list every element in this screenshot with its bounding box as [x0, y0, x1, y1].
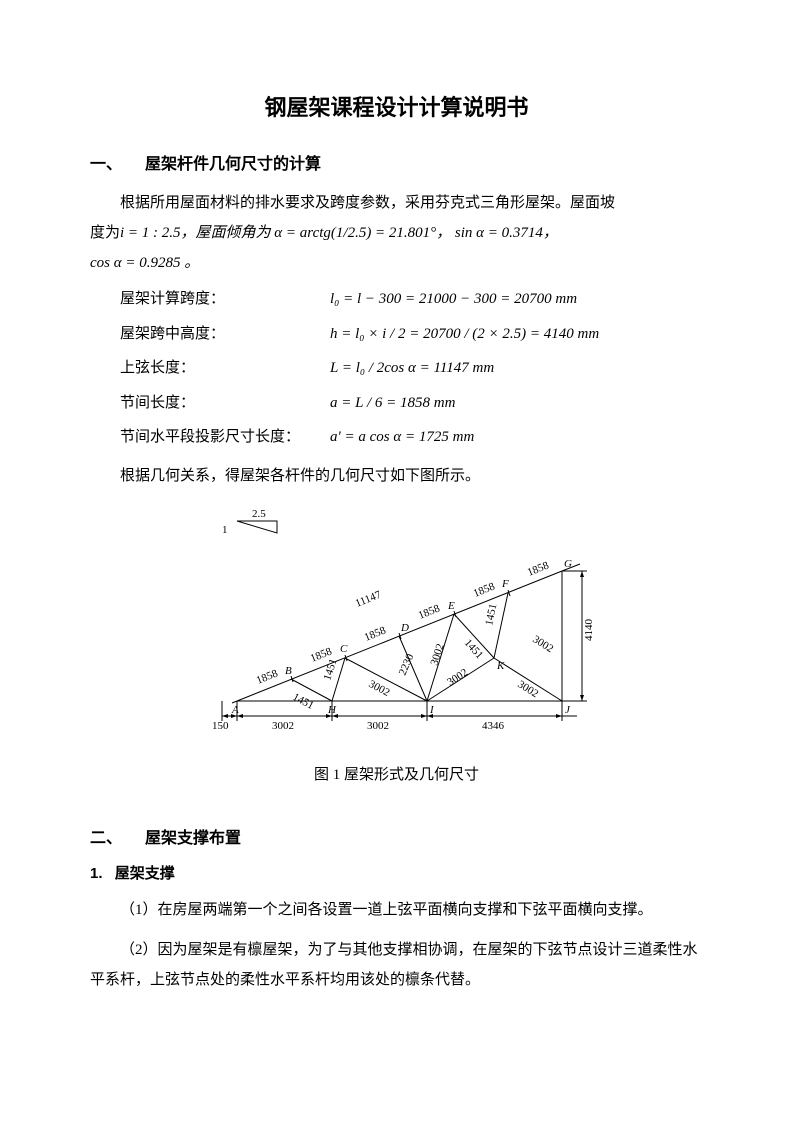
intro-line-2: 度为i = 1 : 2.5，屋面倾角为 α = arctg(1/2.5) = 2… — [90, 218, 703, 248]
formula-expr: L = l₀ / 2cos α = 11147 mm — [330, 351, 494, 386]
intro-line-3: cos α = 0.9285 。 — [90, 248, 703, 278]
section-2-heading: 二、屋架支撑布置 — [90, 824, 703, 848]
svg-text:3002: 3002 — [530, 633, 555, 655]
formula-row: 屋架跨中高度： h = l₀ × i / 2 = 20700 / (2 × 2.… — [120, 317, 703, 352]
intro-math-1: i = 1 : 2.5，屋面倾角为 α = arctg(1/2.5) = 21.… — [120, 225, 558, 241]
svg-text:K: K — [496, 660, 505, 672]
section-1-heading: 一、屋架杆件几何尺寸的计算 — [90, 150, 703, 174]
svg-text:3002: 3002 — [515, 678, 540, 700]
formula-expr: a′ = a cos α = 1725 mm — [330, 420, 474, 455]
section-2-num: 二、 — [90, 824, 145, 848]
svg-text:3002: 3002 — [428, 642, 446, 667]
page: 钢屋架课程设计计算说明书 一、屋架杆件几何尺寸的计算 根据所用屋面材料的排水要求… — [0, 0, 793, 1122]
formula-expr: h = l₀ × i / 2 = 20700 / (2 × 2.5) = 414… — [330, 317, 599, 352]
formula-label: 节间水平段投影尺寸长度： — [120, 420, 330, 455]
para-2-2: （2）因为屋架是有檩屋架，为了与其他支撑相协调，在屋架的下弦节点设计三道柔性水平… — [90, 935, 703, 995]
sub-num: 1. — [90, 865, 103, 882]
svg-text:11147: 11147 — [353, 588, 383, 609]
formula-label: 屋架计算跨度： — [120, 282, 330, 317]
figure-caption: 图 1 屋架形式及几何尺寸 — [90, 763, 703, 784]
section-2-text: 屋架支撑布置 — [145, 830, 241, 847]
svg-text:3002: 3002 — [366, 678, 391, 699]
formula-row: 节间长度： a = L / 6 = 1858 mm — [120, 386, 703, 421]
figure-1: 1 2.5 A H I J B C D E F G K 11147 1858 1… — [90, 501, 703, 784]
svg-text:D: D — [400, 622, 409, 634]
svg-text:C: C — [340, 643, 348, 655]
svg-text:1451: 1451 — [290, 691, 315, 712]
sub-text: 屋架支撑 — [115, 865, 175, 882]
svg-text:3002: 3002 — [367, 720, 389, 732]
svg-text:I: I — [429, 704, 435, 716]
formula-expr: a = L / 6 = 1858 mm — [330, 386, 455, 421]
para-2-1: （1）在房屋两端第一个之间各设置一道上弦平面横向支撑和下弦平面横向支撑。 — [90, 895, 703, 925]
formula-label: 节间长度： — [120, 386, 330, 421]
svg-text:3002: 3002 — [272, 720, 294, 732]
intro-prefix: 度为 — [90, 225, 120, 241]
formula-label: 上弦长度： — [120, 351, 330, 386]
svg-text:1: 1 — [222, 524, 228, 536]
document-title: 钢屋架课程设计计算说明书 — [90, 90, 703, 122]
svg-text:150: 150 — [212, 720, 229, 732]
svg-text:1451: 1451 — [483, 602, 499, 626]
svg-text:4346: 4346 — [482, 720, 505, 732]
svg-text:1858: 1858 — [525, 559, 550, 578]
svg-text:J: J — [565, 704, 571, 716]
section-1-text: 屋架杆件几何尺寸的计算 — [145, 156, 321, 173]
svg-text:1858: 1858 — [362, 624, 387, 643]
formula-row: 节间水平段投影尺寸长度： a′ = a cos α = 1725 mm — [120, 420, 703, 455]
svg-text:1858: 1858 — [471, 580, 496, 599]
svg-text:E: E — [447, 600, 455, 612]
svg-text:4140: 4140 — [583, 618, 595, 641]
formula-label: 屋架跨中高度： — [120, 317, 330, 352]
svg-text:G: G — [564, 558, 572, 570]
formula-row: 屋架计算跨度： l₀ = l − 300 = 21000 − 300 = 207… — [120, 282, 703, 317]
intro-line-1: 根据所用屋面材料的排水要求及跨度参数，采用芬克式三角形屋架。屋面坡 — [90, 188, 703, 218]
svg-text:2.5: 2.5 — [252, 508, 266, 520]
svg-text:1451: 1451 — [461, 636, 485, 660]
outro-line: 根据几何关系，得屋架各杆件的几何尺寸如下图所示。 — [90, 461, 703, 491]
truss-diagram: 1 2.5 A H I J B C D E F G K 11147 1858 1… — [182, 501, 612, 746]
svg-text:F: F — [501, 578, 509, 590]
formula-expr: l₀ = l − 300 = 21000 − 300 = 20700 mm — [330, 282, 577, 317]
svg-text:1858: 1858 — [416, 602, 441, 621]
svg-text:1858: 1858 — [254, 667, 279, 686]
svg-text:B: B — [285, 665, 292, 677]
formula-row: 上弦长度： L = l₀ / 2cos α = 11147 mm — [120, 351, 703, 386]
svg-text:1451: 1451 — [321, 657, 339, 682]
svg-text:H: H — [327, 704, 337, 716]
subsection-heading: 1. 屋架支撑 — [90, 862, 703, 883]
svg-text:A: A — [231, 704, 239, 716]
section-1-num: 一、 — [90, 150, 145, 174]
intro-math-2: cos α = 0.9285 。 — [90, 255, 199, 271]
diagram-labels: 1 2.5 A H I J B C D E F G K 11147 1858 1… — [212, 508, 595, 732]
svg-text:2230: 2230 — [396, 651, 416, 676]
svg-text:3002: 3002 — [445, 666, 470, 688]
